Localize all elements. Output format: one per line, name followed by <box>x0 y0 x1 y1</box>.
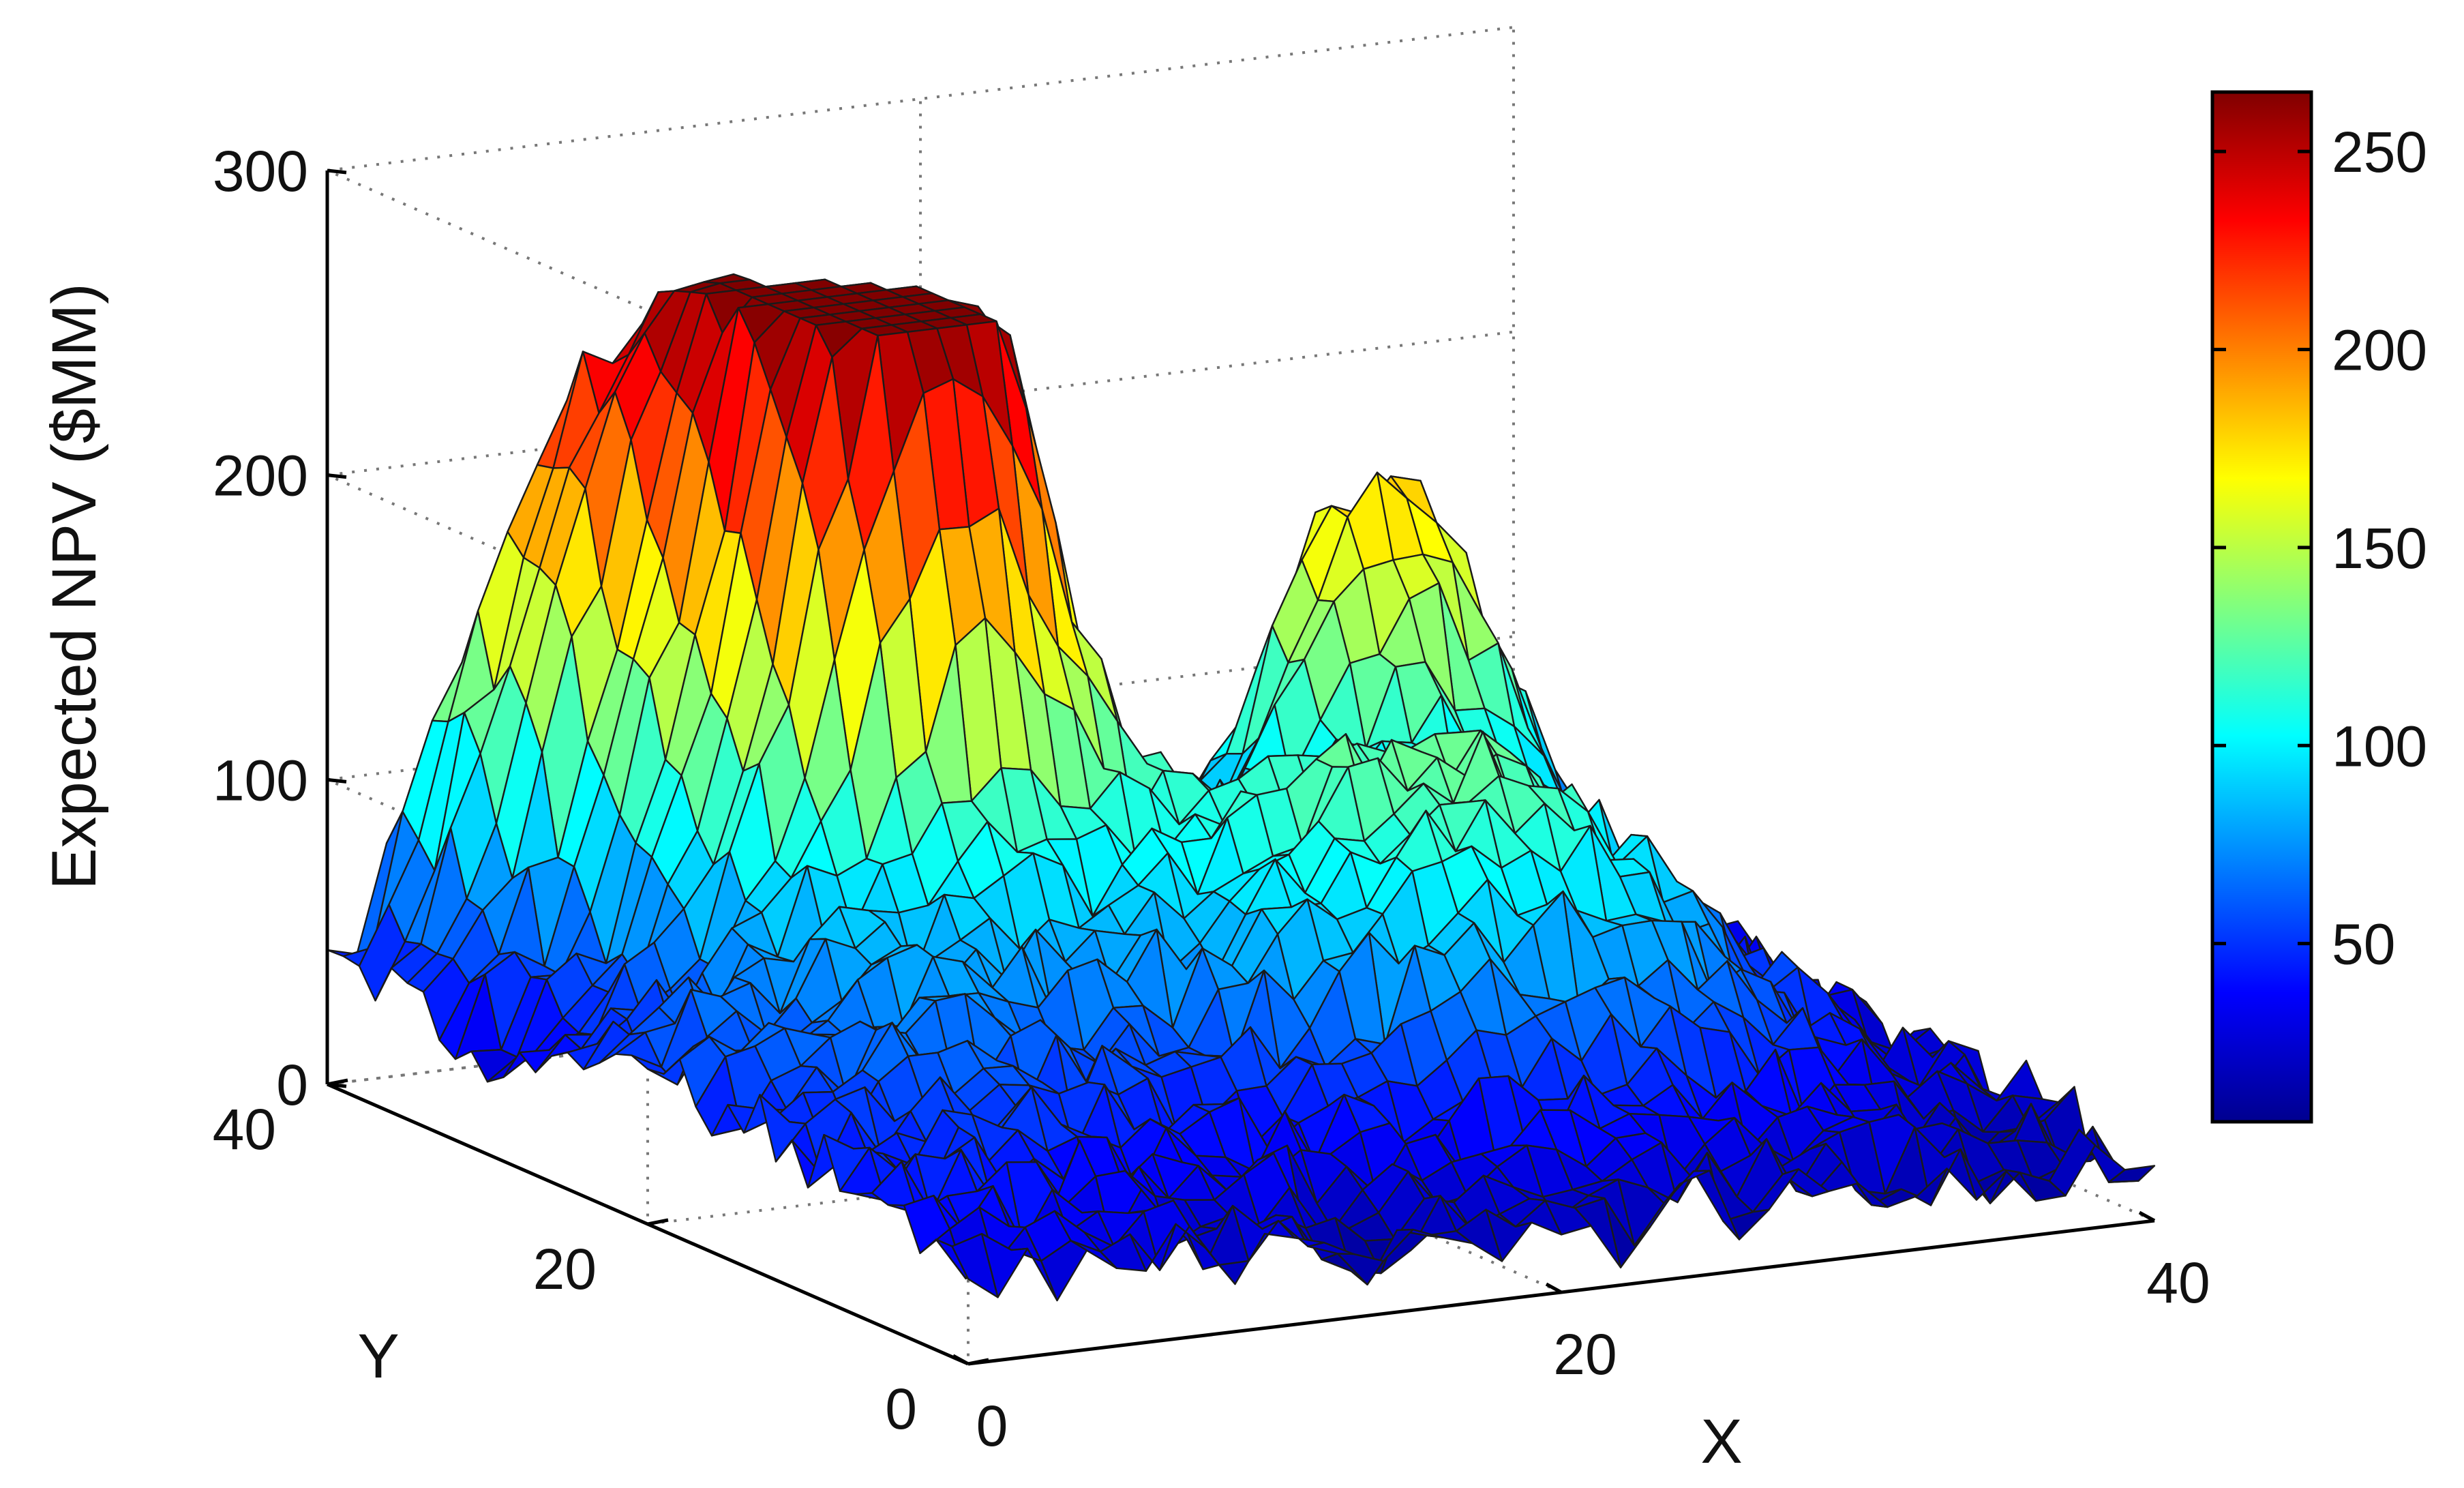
y-tick-label: 0 <box>885 1377 917 1441</box>
colorbar-tick-label: 100 <box>2332 714 2427 778</box>
z-tick-label: 200 <box>213 444 308 508</box>
z-tick-label: 300 <box>213 139 308 203</box>
colorbar-tick-label: 250 <box>2332 120 2427 184</box>
x-tick-label: 20 <box>1553 1322 1617 1386</box>
colorbar-scale <box>2212 92 2311 1122</box>
colorbar-tick-label: 50 <box>2332 912 2395 977</box>
y-tick <box>648 1220 668 1224</box>
colorbar-tick-label: 200 <box>2332 318 2427 383</box>
z-axis-label: Expected NPV ($MM) <box>40 283 109 890</box>
y-axis-label: Y <box>357 1322 399 1391</box>
x-tick-label: 0 <box>976 1394 1008 1458</box>
z-tick-label: 100 <box>213 748 308 812</box>
z-tick <box>327 475 346 477</box>
surface-cell <box>1997 1060 2043 1101</box>
y-tick-label: 40 <box>213 1097 276 1161</box>
y-tick-label: 20 <box>533 1237 597 1301</box>
z-tick <box>327 170 346 173</box>
z-tick-label: 0 <box>276 1053 308 1117</box>
y-tick <box>327 1080 348 1084</box>
z-tick <box>327 779 346 782</box>
x-axis-label: X <box>1700 1407 1742 1476</box>
colorbar-tick-label: 150 <box>2332 516 2427 580</box>
x-tick-label: 40 <box>2146 1251 2210 1315</box>
colorbar: 50 100 150 200 250 <box>2212 92 2427 1122</box>
surface-mesh <box>327 274 2154 1300</box>
